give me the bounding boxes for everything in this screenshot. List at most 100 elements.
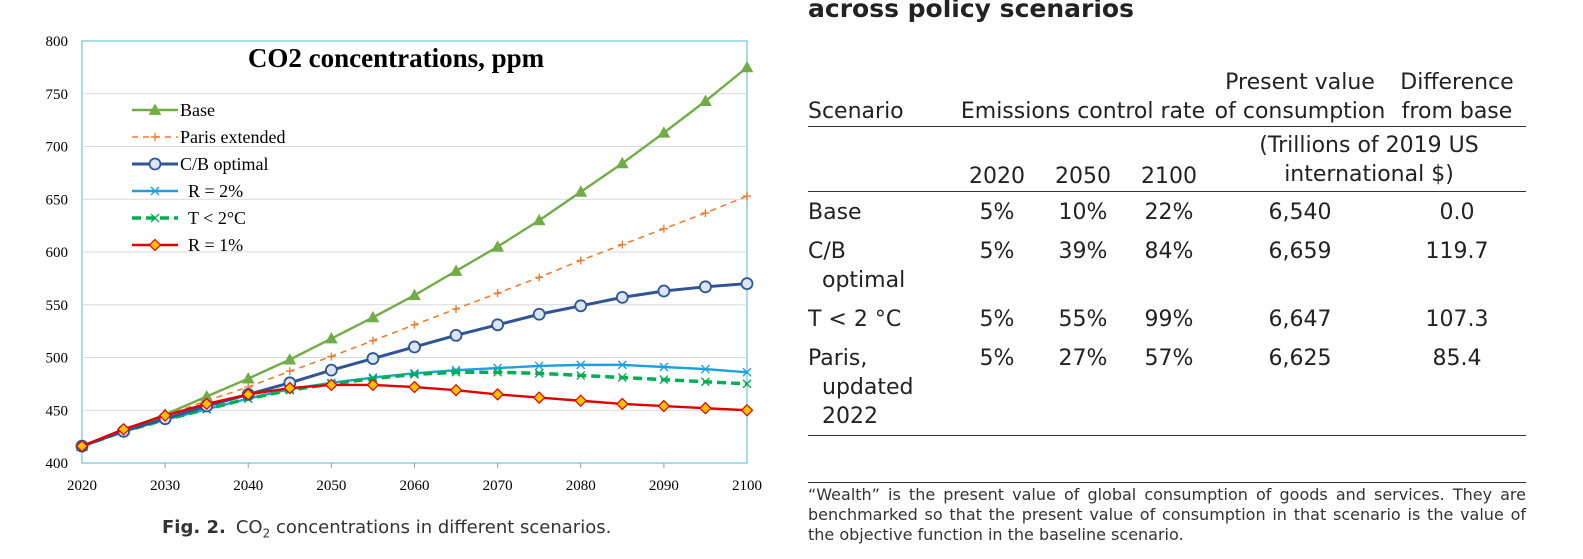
table-note: “Wealth” is the present value of global … [808, 482, 1526, 545]
year-2050: 2050 [1040, 126, 1126, 192]
data-point [740, 277, 754, 291]
difference-value: 85.4 [1388, 338, 1526, 436]
data-point [699, 94, 712, 107]
legend-entry: R = 2% [132, 181, 243, 201]
data-point [408, 380, 421, 394]
data-point [532, 213, 546, 226]
x-tick-label: 2090 [649, 478, 679, 494]
data-point [150, 186, 160, 196]
table-subheader-row: 2020 2050 2100 (Trillions of 2019 US int… [808, 126, 1526, 192]
data-point [366, 310, 380, 323]
scenario-name: T < 2 °C [808, 299, 954, 338]
x-tick-label: 2080 [566, 478, 596, 494]
data-point [410, 369, 419, 379]
data-point [740, 60, 754, 73]
data-point [493, 289, 502, 298]
series-layer [75, 60, 754, 453]
data-point [657, 399, 671, 413]
table-title: across policy scenarios [808, 0, 1134, 23]
scenario-name-line: updated [822, 375, 914, 400]
axes: 400 450 500 550 600 650 700 750 800 2020 2030 2040 2… [46, 34, 763, 494]
rate-2050: 39% [1058, 239, 1108, 264]
data-point [615, 397, 629, 411]
data-point [659, 375, 669, 385]
present-value: 6,659 [1268, 239, 1332, 264]
data-point [576, 360, 586, 370]
data-point [576, 256, 585, 265]
data-point [324, 363, 338, 377]
year-2020: 2020 [954, 126, 1040, 192]
y-tick-label: 650 [46, 192, 69, 208]
data-point [659, 362, 669, 372]
data-point [150, 213, 160, 223]
data-point [408, 288, 421, 301]
figure-caption: Fig. 2. CO2 concentrations in different s… [162, 517, 611, 541]
x-tick-label: 2100 [732, 478, 762, 494]
legend-label: Paris extended [180, 127, 285, 147]
caption-text-pre: CO [235, 517, 263, 538]
units-label: (Trillions of 2019 US international $) [1212, 126, 1526, 192]
present-value: 6,625 [1212, 338, 1388, 436]
data-point [366, 378, 380, 392]
data-point [532, 391, 546, 404]
legend-label: C/B optimal [180, 154, 269, 174]
data-point [615, 290, 629, 304]
data-point [742, 379, 752, 389]
difference-value: 0.0 [1439, 200, 1475, 225]
data-point [200, 397, 214, 411]
scenario-name: Paris, updated 2022 [808, 338, 954, 436]
data-point [574, 185, 588, 197]
legend-label: R = 1% [188, 235, 243, 255]
data-point [285, 367, 294, 376]
rate-2100: 22% [1144, 200, 1194, 225]
data-point [241, 388, 255, 401]
data-point [148, 103, 162, 115]
data-point [700, 364, 710, 374]
data-point [449, 328, 463, 342]
data-point [617, 373, 627, 383]
data-point [148, 157, 162, 171]
data-point [493, 367, 503, 377]
rate-2100: 57% [1126, 338, 1212, 436]
co2-concentrations-chart: 400 450 500 550 600 650 700 750 800 2020 2030 2040 2… [46, 34, 763, 494]
data-point [117, 422, 130, 436]
data-point [699, 401, 712, 415]
series-base [75, 60, 754, 452]
x-tick-label: 2020 [67, 478, 97, 494]
grid-lines [82, 93, 747, 411]
y-tick-label: 700 [46, 140, 69, 156]
series-c-b-optimal [75, 277, 754, 453]
data-point [574, 394, 588, 408]
legend-entry: Paris extended [132, 127, 285, 147]
y-tick-label: 500 [46, 351, 69, 367]
data-point [700, 377, 710, 387]
data-point [283, 381, 297, 395]
data-point [410, 320, 419, 329]
data-point [618, 240, 627, 249]
header-scenario: Scenario [808, 68, 954, 127]
difference-value: 119.7 [1425, 239, 1489, 264]
x-tick-label: 2050 [316, 478, 346, 494]
x-tick-label: 2030 [150, 478, 180, 494]
table-row: Base 5% 10% 22% 6,540 0.0 [808, 192, 1526, 232]
x-tick-label: 2070 [483, 478, 513, 494]
legend-entry: T < 2°C [132, 208, 246, 228]
legend-entry: R = 1% [132, 235, 243, 255]
data-point [325, 331, 338, 344]
data-point [657, 284, 671, 298]
scenario-name-line: Base [808, 200, 862, 225]
scenario-name: C/B optimal [808, 231, 954, 299]
data-point [325, 378, 338, 392]
data-point [148, 238, 162, 252]
data-point [574, 299, 588, 313]
data-point [368, 336, 377, 345]
scenario-name: Base [808, 192, 954, 232]
y-tick-label: 400 [46, 456, 69, 472]
data-point [241, 372, 255, 384]
data-point [449, 383, 463, 397]
table-header-row: Scenario Emissions control rate Present … [808, 68, 1526, 127]
y-tick-label: 550 [46, 298, 69, 314]
scenario-name-line: T < 2 °C [808, 307, 902, 332]
year-2100: 2100 [1126, 126, 1212, 192]
header-present-value: Present value of consumption [1212, 68, 1388, 127]
